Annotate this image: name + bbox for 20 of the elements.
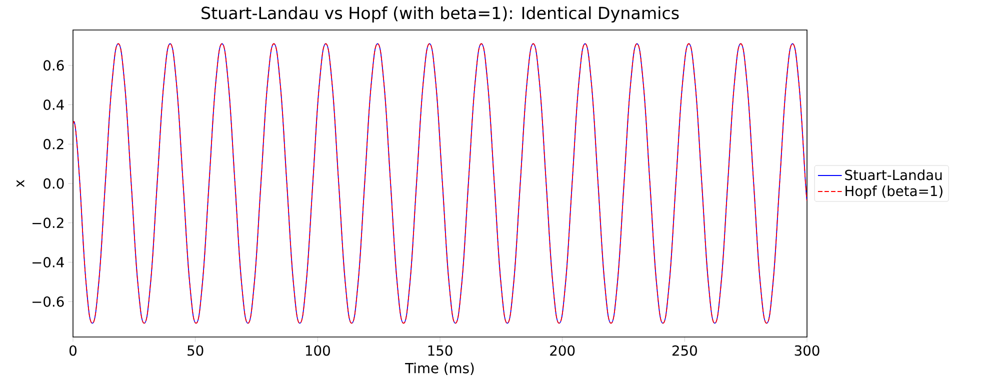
x-tick-label: 150 [428,345,452,356]
chart-title: Stuart-Landau vs Hopf (with beta=1): Identical Dynamics [202,6,679,22]
y-tick-label: −0.2 [32,218,64,228]
x-tick-label: 200 [550,345,575,356]
x-tick-label: 0 [70,345,76,356]
x-tick-label: 250 [672,345,697,356]
y-tick-label: 0.0 [44,178,64,189]
line-series [73,43,808,324]
x-axis-title: Time (ms) [405,362,474,375]
x-tick-label: 100 [306,345,330,356]
x-tick-label: 300 [794,345,820,356]
y-tick-label: 0.6 [44,60,64,71]
y-tick-label: −0.6 [32,296,64,307]
legend-label: Stuart-Landau [845,169,942,180]
y-axis-title: x [16,180,24,188]
y-tick-label: 0.2 [44,138,64,150]
y-tick-label: −0.4 [32,256,64,268]
y-tick-label: 0.4 [44,100,64,110]
legend-label: Hopf (beta=1) [846,185,942,199]
x-tick-label: 50 [188,345,204,356]
